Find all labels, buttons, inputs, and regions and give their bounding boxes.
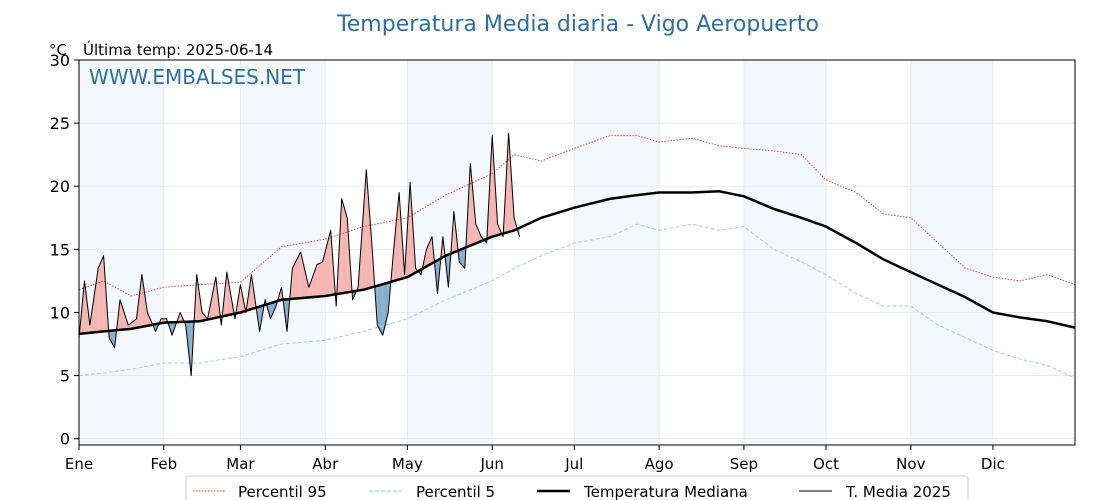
warm-anomaly-fill-39 xyxy=(317,262,323,297)
warm-anomaly-fill-36 xyxy=(292,251,301,299)
x-tick-label-sep: Sep xyxy=(730,455,758,473)
warm-anomaly-fill-40 xyxy=(322,230,331,297)
x-tick-label-mar: Mar xyxy=(226,455,255,473)
percentil-95-line xyxy=(78,135,1076,297)
x-tick-label-dic: Dic xyxy=(981,455,1005,473)
chart-title: Temperatura Media diaria - Vigo Aeropuer… xyxy=(336,12,819,37)
warm-anomaly-fill-67 xyxy=(475,224,482,244)
x-tick-label-may: May xyxy=(392,455,423,473)
warm-anomaly-fill-38 xyxy=(308,264,318,298)
x-tick-label-oct: Oct xyxy=(813,455,839,473)
legend-label-p5: Percentil 5 xyxy=(416,483,495,500)
month-bands xyxy=(79,60,993,445)
month-band-jul xyxy=(574,60,660,445)
percentil-5-line xyxy=(78,223,1076,379)
legend-label-p95: Percentil 95 xyxy=(238,483,327,500)
warm-anomaly-fill-4 xyxy=(98,255,104,332)
month-band-mar xyxy=(240,60,326,445)
x-tick-label-jun: Jun xyxy=(479,455,503,473)
y-tick-label-20: 20 xyxy=(50,177,70,196)
warm-anomaly-fill-43 xyxy=(341,198,348,294)
x-tick-label-ene: Ene xyxy=(65,455,93,473)
x-tick-label-nov: Nov xyxy=(896,455,925,473)
x-tick-label-abr: Abr xyxy=(312,455,339,473)
month-band-sep xyxy=(743,60,826,445)
legend-label-2025: T. Media 2025 xyxy=(845,483,951,500)
y-tick-label-15: 15 xyxy=(50,240,70,259)
warm-anomaly-fill-47 xyxy=(366,169,372,289)
y-tick-label-5: 5 xyxy=(60,367,70,386)
legend-label-median: Temperatura Mediana xyxy=(583,483,748,500)
y-tick-label-30: 30 xyxy=(50,51,70,70)
series-lines xyxy=(78,132,1076,379)
month-band-may xyxy=(407,60,493,445)
x-tick-label-ago: Ago xyxy=(645,455,674,473)
x-tick-label-feb: Feb xyxy=(151,455,178,473)
warm-anomaly-fill-58 xyxy=(426,236,432,267)
month-band-ene xyxy=(79,60,164,445)
x-tick-label-jul: Jul xyxy=(564,455,583,473)
x-axis: Ene Feb Mar Abr May Jun Jul Ago Sep Oct Nov Dic xyxy=(65,445,1005,473)
legend-box xyxy=(185,475,969,500)
cold-anomaly-fill-49 xyxy=(377,284,383,336)
unit-label: °C xyxy=(49,41,67,59)
y-tick-label-0: 0 xyxy=(60,430,70,449)
month-band-nov xyxy=(910,60,993,445)
warm-anomaly-fill-37 xyxy=(300,251,309,299)
y-tick-label-10: 10 xyxy=(50,303,70,322)
watermark: WWW.EMBALSES.NET xyxy=(89,65,306,89)
cold-anomaly-fill-50 xyxy=(382,282,389,336)
legend: Percentil 95 Percentil 5 Temperatura Med… xyxy=(185,475,969,500)
grid-lines xyxy=(78,59,1075,445)
y-tick-label-25: 25 xyxy=(50,114,70,133)
warm-anomaly-fill-9 xyxy=(128,318,137,330)
media-2025-line xyxy=(78,132,520,377)
cold-anomaly-fill-6 xyxy=(109,330,115,348)
mediana-line xyxy=(78,190,1076,336)
warm-anomaly-fill-52 xyxy=(393,192,400,282)
y-axis: 0 5 10 15 20 25 30 xyxy=(50,51,79,449)
last-temp-label: Última temp: 2025-06-14 xyxy=(83,40,273,59)
warm-anomaly-fill-11 xyxy=(141,274,148,327)
plot-frame xyxy=(78,59,1076,446)
